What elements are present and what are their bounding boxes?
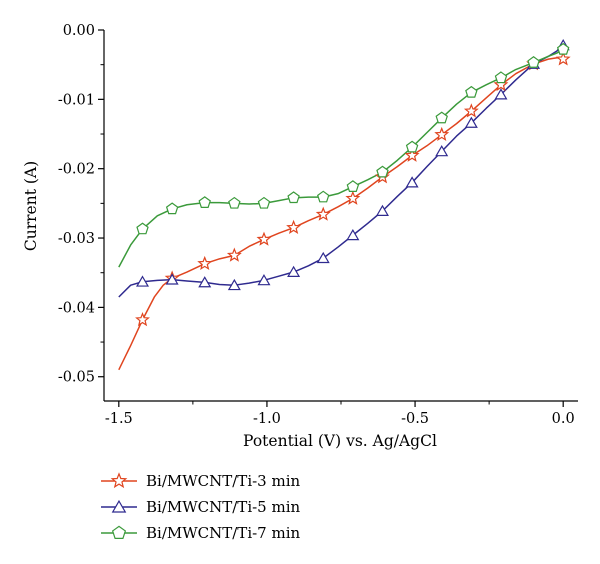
series-line-bi-mwcnt-ti-3-min (118, 56, 564, 371)
data-point-triangle (494, 88, 508, 100)
data-point-triangle (287, 265, 301, 277)
series-line-bi-mwcnt-ti-7-min (118, 48, 564, 268)
x-axis-title: Potential (V) vs. Ag/AgCl (243, 432, 437, 450)
y-axis: 0.00 -0.01 -0.02 -0.03 -0.04 -0.05 (58, 23, 104, 386)
y-tick-label: 0.00 (63, 23, 95, 39)
data-point-triangle (257, 274, 271, 286)
data-point-triangle (405, 176, 419, 188)
data-point-triangle (375, 204, 389, 216)
data-point-pentagon (405, 140, 419, 153)
data-point-star (463, 103, 479, 118)
x-axis: -1.5 -1.0 -0.5 0.0 (105, 401, 575, 427)
data-point-pentagon (136, 222, 149, 235)
x-tick-label: -1.0 (253, 411, 281, 427)
y-tick-label: -0.05 (58, 370, 95, 386)
legend-marker-triangle (111, 499, 127, 513)
data-point-triangle (136, 275, 150, 287)
x-tick-label: 0.0 (552, 411, 575, 427)
data-point-pentagon (435, 111, 448, 124)
plot-frame (103, 30, 578, 402)
data-point-triangle (435, 145, 449, 157)
data-point-pentagon (257, 196, 271, 209)
data-point-star (404, 147, 420, 162)
legend-label: Bi/MWCNT/Ti-5 min (146, 498, 301, 516)
data-point-pentagon (317, 190, 330, 203)
data-point-star (286, 219, 302, 234)
data-point-star (555, 51, 571, 66)
legend-marker-star (110, 472, 128, 489)
data-point-pentagon (198, 196, 211, 208)
data-point-star (315, 206, 331, 221)
y-tick-label: -0.04 (58, 300, 95, 316)
data-point-star (197, 255, 213, 271)
y-tick-label: -0.03 (58, 231, 95, 247)
data-point-pentagon (556, 42, 570, 55)
data-point-triangle (198, 276, 212, 288)
x-tick-label: -1.5 (105, 411, 133, 427)
data-point-star (135, 312, 150, 327)
data-point-triangle (346, 228, 360, 241)
data-point-triangle (316, 251, 330, 264)
data-point-pentagon (494, 71, 508, 84)
series-markers (135, 38, 571, 327)
data-point-star (226, 247, 242, 262)
data-point-pentagon (376, 165, 389, 178)
data-point-star (434, 126, 450, 142)
y-tick-label: -0.02 (58, 162, 95, 178)
data-point-pentagon (346, 180, 360, 193)
legend-label: Bi/MWCNT/Ti-3 min (146, 472, 301, 490)
data-point-pentagon (465, 85, 478, 98)
data-point-pentagon (165, 202, 179, 215)
data-point-star (493, 76, 509, 92)
y-axis-title: Current (A) (22, 161, 40, 251)
legend: Bi/MWCNT/Ti-3 min Bi/MWCNT/Ti-5 min Bi/MWC… (101, 472, 301, 542)
y-tick-label: -0.01 (58, 92, 95, 108)
data-point-star (345, 190, 361, 205)
data-point-triangle (464, 116, 478, 128)
legend-marker-pentagon (111, 525, 127, 540)
series-lines (118, 44, 564, 371)
data-point-pentagon (527, 56, 540, 68)
data-point-star (256, 231, 272, 246)
legend-label: Bi/MWCNT/Ti-7 min (146, 524, 301, 542)
x-tick-label: -0.5 (401, 411, 429, 427)
data-point-triangle (165, 273, 179, 285)
data-point-triangle (227, 278, 241, 291)
data-point-pentagon (228, 196, 241, 209)
data-point-pentagon (287, 191, 300, 204)
